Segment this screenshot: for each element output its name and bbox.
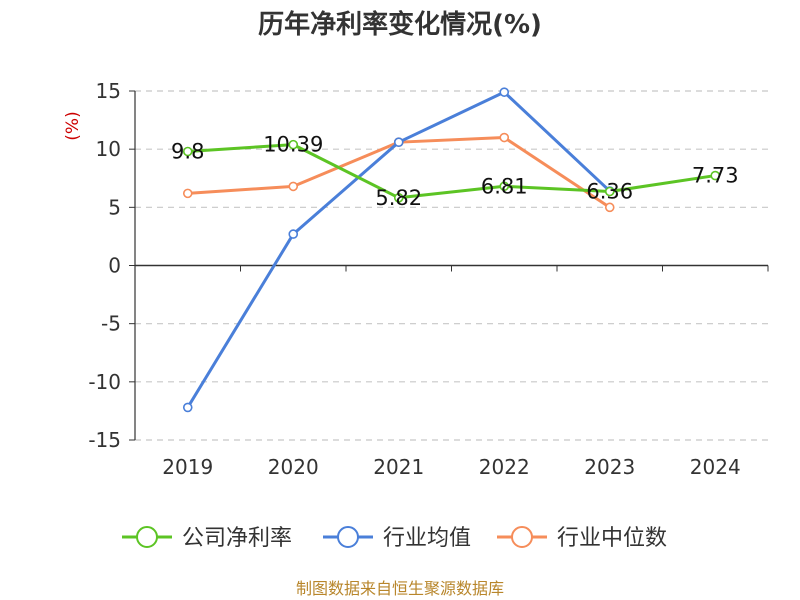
series-layer	[182, 87, 721, 413]
y-tick-label: 15	[96, 79, 121, 103]
x-tick-label: 2020	[268, 455, 319, 479]
x-tick-label: 2021	[373, 455, 424, 479]
x-tick-label: 2024	[690, 455, 741, 479]
y-tick-label: -10	[88, 370, 121, 394]
data-label: 6.81	[481, 174, 528, 198]
data-labels: 9.8 10.39 5.82 6.81 6.36 7.73	[171, 133, 739, 210]
series-0	[182, 139, 721, 203]
data-point	[288, 139, 299, 150]
chart-title: 历年净利率变化情况(%)	[258, 9, 542, 40]
data-point	[288, 181, 299, 192]
y-axis-label: (%)	[63, 111, 83, 140]
x-tick-label: 2023	[584, 455, 635, 479]
legend-item-1[interactable]: 行业均值	[323, 526, 471, 551]
data-point	[393, 137, 404, 147]
legend-item-2[interactable]: 行业中位数	[497, 526, 667, 551]
y-tick-label: -5	[101, 312, 121, 336]
data-point	[182, 188, 193, 199]
data-label: 5.82	[375, 186, 422, 210]
series-1	[182, 87, 615, 413]
axes: 15 10 5 0 -5 -10 -15 2019 2020 2021 2022 2023 2024	[88, 79, 769, 479]
legend-label: 行业中位数	[557, 526, 667, 551]
legend-marker	[511, 526, 533, 548]
data-label: 7.73	[692, 164, 739, 188]
data-label: 10.39	[263, 133, 323, 157]
x-tick-label: 2019	[162, 455, 213, 479]
data-point	[604, 186, 615, 197]
source-note: 制图数据来自恒生聚源数据库	[296, 579, 504, 598]
data-point	[288, 229, 299, 239]
y-tick-label: 0	[108, 254, 121, 278]
y-tick-label: -15	[88, 428, 121, 452]
data-point	[710, 170, 721, 181]
y-tick-label: 5	[108, 195, 121, 219]
data-point	[604, 202, 615, 213]
data-point	[499, 87, 510, 97]
legend-item-0[interactable]: 公司净利率	[122, 526, 292, 551]
data-point	[182, 146, 193, 157]
data-point	[393, 192, 404, 203]
data-point	[499, 181, 510, 192]
y-tick-label: 10	[96, 137, 121, 161]
data-point	[499, 132, 510, 143]
data-label: 6.36	[586, 180, 633, 204]
series-line	[187, 143, 716, 200]
legend: 公司净利率 行业均值 行业中位数	[122, 526, 667, 551]
legend-label: 公司净利率	[182, 526, 292, 551]
data-label: 9.8	[171, 139, 204, 163]
legend-label: 行业均值	[383, 526, 471, 551]
legend-marker	[337, 526, 359, 548]
data-point	[182, 402, 193, 413]
x-tick-label: 2022	[479, 455, 530, 479]
legend-marker	[136, 526, 158, 548]
